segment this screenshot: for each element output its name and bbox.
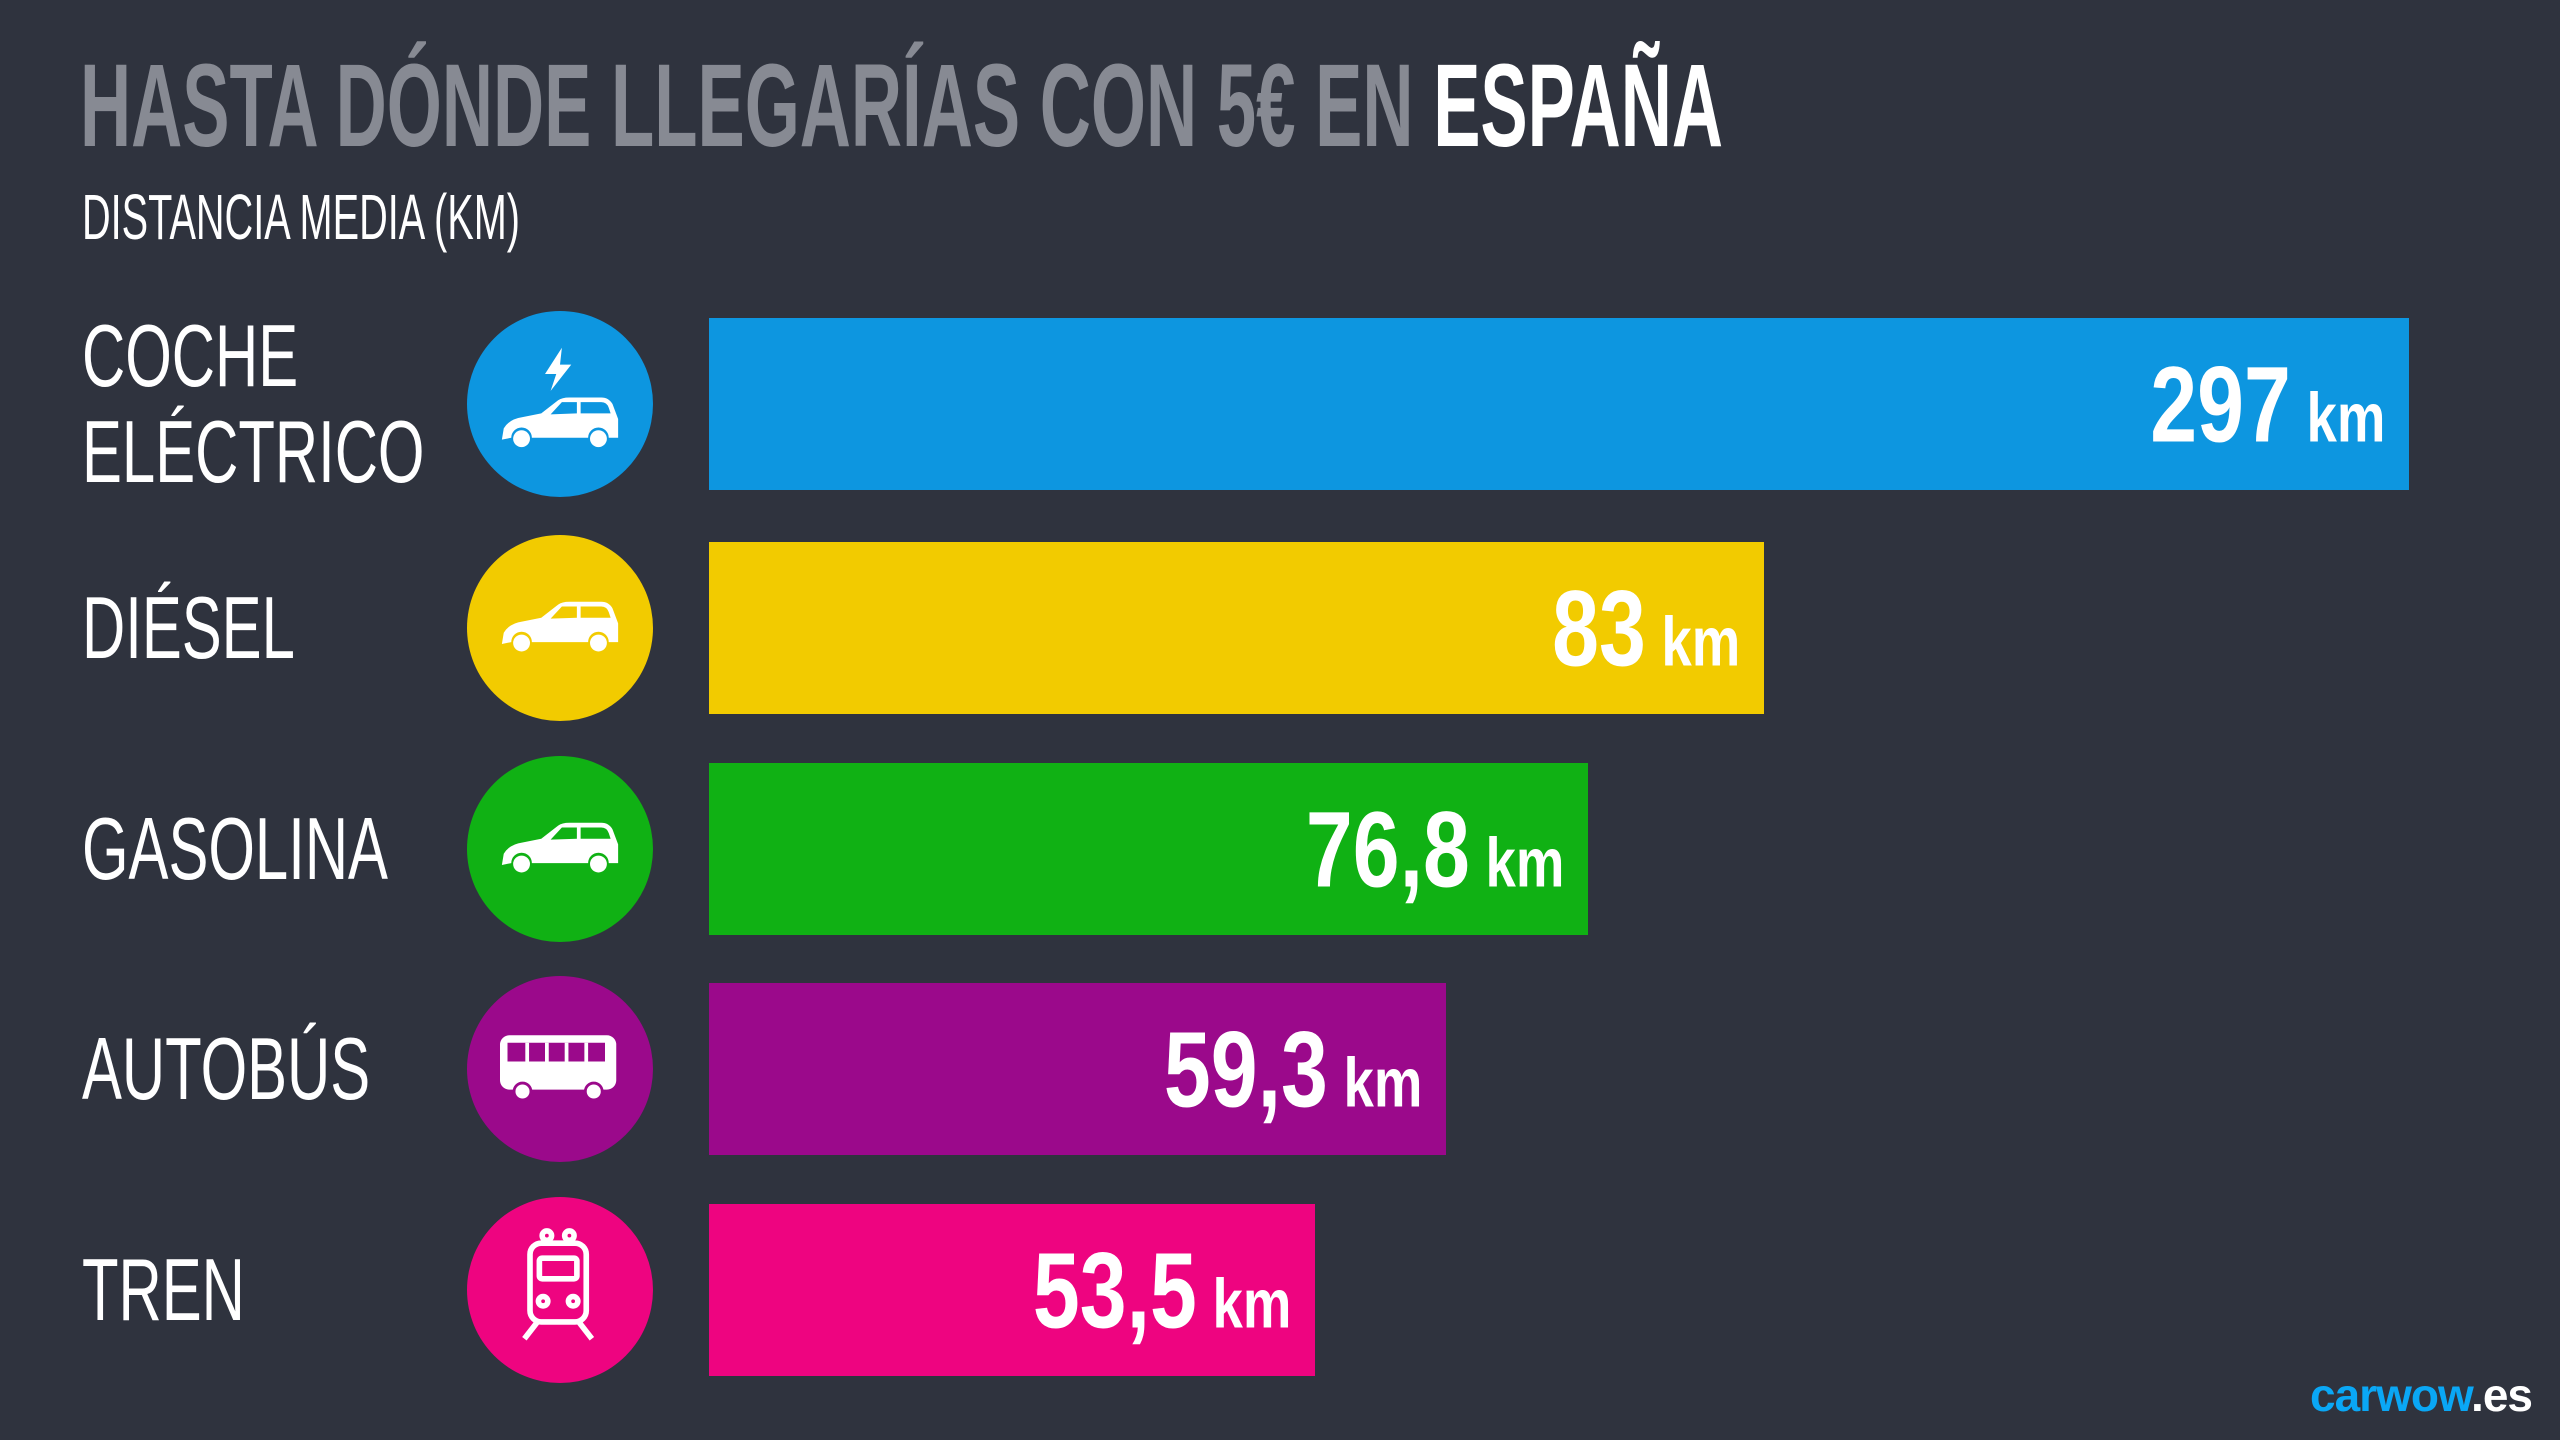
- data-label-unit: km: [2306, 378, 2385, 457]
- data-label-value: 59,3: [1163, 1008, 1328, 1130]
- data-label: 76,8 km: [1306, 787, 1564, 912]
- bus-icon: [500, 1035, 617, 1102]
- bar-row: DIÉSEL 83 km: [0, 535, 2560, 721]
- bar: 83 km: [709, 542, 1764, 714]
- data-label: 53,5 km: [1033, 1228, 1291, 1353]
- category-label: COCHE ELÉCTRICO: [82, 306, 425, 501]
- data-label-value: 83: [1551, 567, 1646, 689]
- train-icon: [522, 1228, 595, 1341]
- category-icon-circle: [467, 535, 653, 721]
- category-icon-circle: [467, 756, 653, 942]
- bar: 297 km: [709, 318, 2409, 490]
- data-label-unit: km: [1485, 823, 1564, 902]
- data-label-value: 53,5: [1032, 1229, 1197, 1351]
- bar: 53,5 km: [709, 1204, 1315, 1376]
- car-icon: [501, 601, 619, 652]
- data-label-unit: km: [1212, 1264, 1291, 1343]
- category-icon-circle: [467, 976, 653, 1162]
- title-highlight: ESPAÑA: [1433, 40, 1723, 172]
- bar-row: TREN 53,5 km: [0, 1197, 2560, 1383]
- category-label: GASOLINA: [82, 799, 388, 898]
- category-icon-circle: [467, 1197, 653, 1383]
- chart-title: HASTA DÓNDE LLEGARÍAS CON 5€ EN ESPAÑA: [80, 40, 1723, 172]
- car-icon: [501, 822, 619, 873]
- data-label-unit: km: [1661, 602, 1740, 681]
- data-label: 83 km: [1552, 566, 1740, 691]
- category-icon-circle: [467, 311, 653, 497]
- bar-row: COCHE ELÉCTRICO 297 km: [0, 308, 2560, 500]
- carwow-logo: carwow.es: [2310, 1369, 2533, 1421]
- bar: 76,8 km: [709, 763, 1588, 935]
- data-label: 59,3 km: [1164, 1007, 1422, 1132]
- bar: 59,3 km: [709, 983, 1446, 1155]
- chart-subtitle: DISTANCIA MEDIA (KM): [82, 181, 520, 253]
- category-label: DIÉSEL: [82, 578, 295, 677]
- data-label-unit: km: [1343, 1043, 1422, 1122]
- data-label-value: 297: [2149, 343, 2291, 465]
- electric-car-icon: [501, 347, 619, 448]
- data-label: 297 km: [2150, 342, 2385, 467]
- data-label-value: 76,8: [1305, 788, 1470, 910]
- bar-row: GASOLINA 76,8 km: [0, 756, 2560, 942]
- category-label: AUTOBÚS: [82, 1019, 371, 1118]
- bar-row: AUTOBÚS 59,3 km: [0, 976, 2560, 1162]
- category-label: TREN: [82, 1240, 245, 1339]
